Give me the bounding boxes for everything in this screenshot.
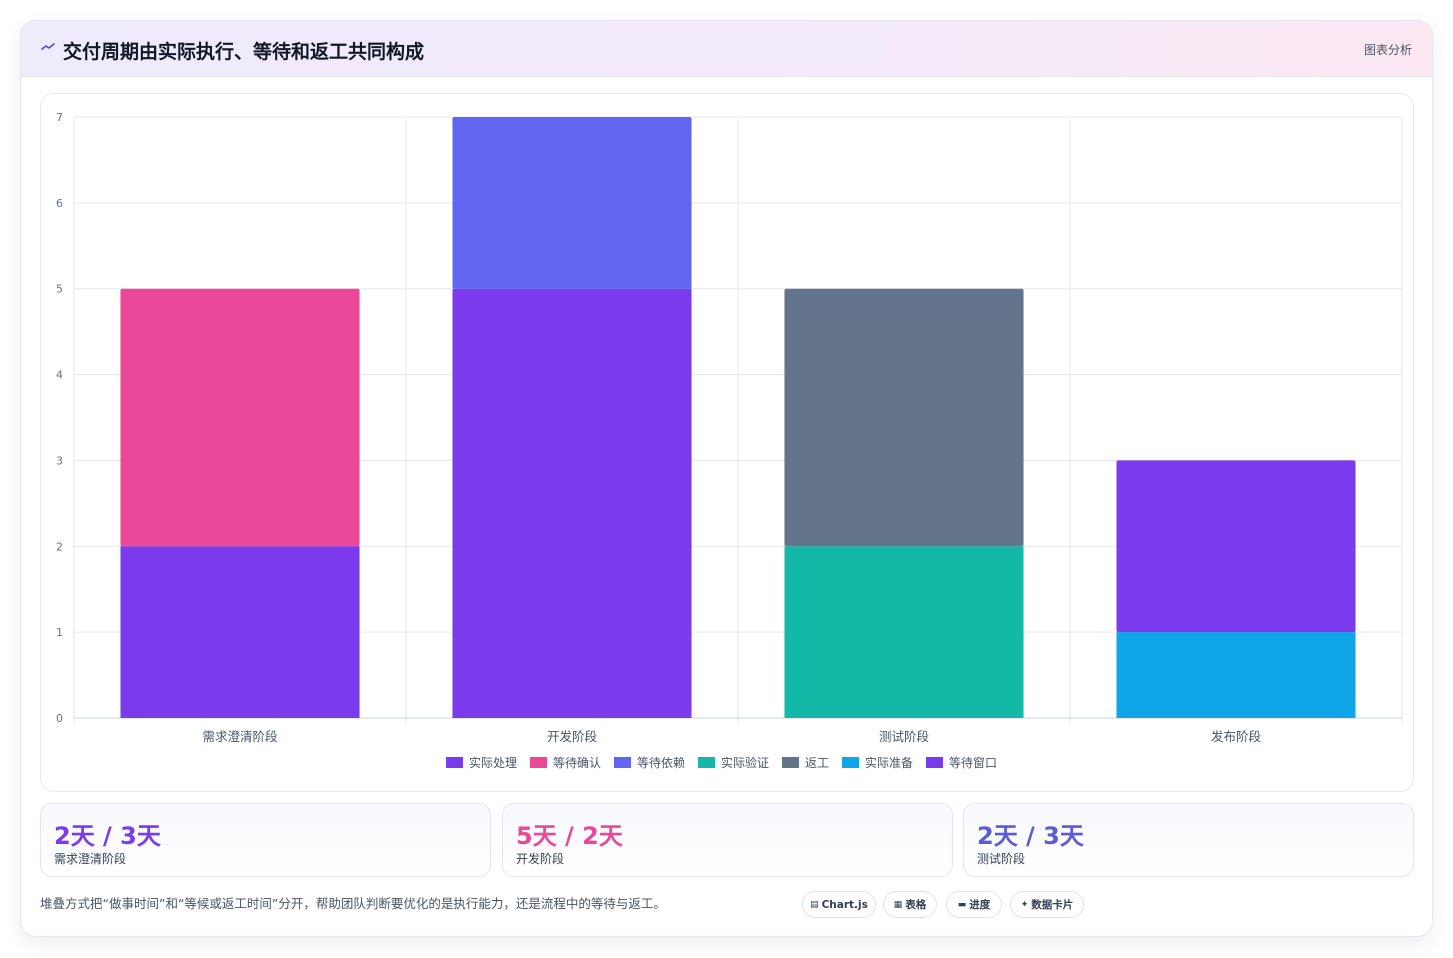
stat-value: 5天 / 2天 <box>516 822 623 850</box>
legend-swatch <box>926 757 943 768</box>
stat-value: 2天 / 3天 <box>54 822 161 850</box>
chart-icon: ▤ <box>810 899 819 910</box>
y-tick-label: 3 <box>56 454 63 467</box>
y-tick-label: 4 <box>56 369 63 382</box>
table-icon: ▦ <box>893 899 903 910</box>
pill-label: 数据卡片 <box>1031 899 1074 911</box>
bar-segment <box>120 546 360 718</box>
pill-progress[interactable]: ▬ 进度 <box>946 891 1002 918</box>
stat-label: 需求澄清阶段 <box>54 852 127 866</box>
pill-label: 表格 <box>905 899 927 911</box>
x-tick-label: 开发阶段 <box>547 729 597 744</box>
chart-card: 交付周期由实际执行、等待和返工共同构成 图表分析 0 1 2 3 4 5 6 7 需求澄清阶段开… <box>20 20 1433 937</box>
trend-icon <box>41 40 57 56</box>
footer-note: 堆叠方式把“做事时间”和“等候或返工时间”分开，帮助团队判断要优化的是执行能力，… <box>40 896 666 911</box>
x-tick-label: 测试阶段 <box>879 729 929 744</box>
bar-segment <box>120 288 360 547</box>
y-tick-label: 7 <box>56 111 63 124</box>
card-header: 交付周期由实际执行、等待和返工共同构成 图表分析 <box>21 21 1432 77</box>
bar-segment <box>452 117 692 289</box>
y-tick-label: 5 <box>56 283 63 296</box>
pill-table[interactable]: ▦ 表格 <box>883 891 937 918</box>
legend-label: 实际准备 <box>865 755 913 770</box>
pill-chartjs[interactable]: ▤ Chart.js <box>802 891 876 918</box>
legend-swatch <box>698 757 715 768</box>
x-tick-label: 发布阶段 <box>1211 729 1261 744</box>
stat-card-1: 2天 / 3天 需求澄清阶段 <box>40 803 491 877</box>
x-tick-label: 需求澄清阶段 <box>202 729 277 744</box>
header-tag: 图表分析 <box>1363 43 1412 57</box>
bar-segment <box>784 546 1024 718</box>
bar-segment <box>452 288 692 718</box>
pill-label: Chart.js <box>821 898 868 911</box>
legend-label: 等待窗口 <box>949 756 997 770</box>
legend-label: 等待确认 <box>553 756 601 770</box>
bar-segment <box>784 288 1024 547</box>
progress-icon: ▬ <box>957 899 967 910</box>
legend-label: 返工 <box>805 756 829 770</box>
sparkle-icon: ✦ <box>1020 899 1029 910</box>
legend-label: 实际验证 <box>721 755 769 770</box>
pill-datacard[interactable]: ✦ 数据卡片 <box>1010 891 1084 918</box>
chart-panel: 0 1 2 3 4 5 6 7 需求澄清阶段 开发阶段 测试阶段 发布阶段实际处理 等待确认 等待依赖 实际… <box>40 93 1414 792</box>
legend-label: 等待依赖 <box>637 755 685 770</box>
page-title: 交付周期由实际执行、等待和返工共同构成 <box>63 41 425 63</box>
stat-label: 测试阶段 <box>977 852 1026 866</box>
y-tick-label: 1 <box>56 626 63 639</box>
legend-swatch <box>614 757 631 768</box>
stat-label: 开发阶段 <box>516 852 565 866</box>
stat-value: 2天 / 3天 <box>977 822 1084 850</box>
stat-card-3: 2天 / 3天 测试阶段 <box>963 803 1414 877</box>
stat-card-2: 5天 / 2天 开发阶段 <box>502 803 953 877</box>
y-tick-label: 2 <box>56 540 63 553</box>
legend-swatch <box>842 757 859 768</box>
legend-swatch <box>530 757 547 768</box>
pill-label: 进度 <box>969 899 991 911</box>
y-tick-label: 6 <box>56 197 63 210</box>
y-tick-label: 0 <box>56 712 63 725</box>
bar-segment <box>1116 632 1356 718</box>
legend-swatch <box>782 757 799 768</box>
legend-swatch <box>446 757 463 768</box>
legend-label: 实际处理 <box>469 755 517 770</box>
bar-segment <box>1116 460 1356 633</box>
